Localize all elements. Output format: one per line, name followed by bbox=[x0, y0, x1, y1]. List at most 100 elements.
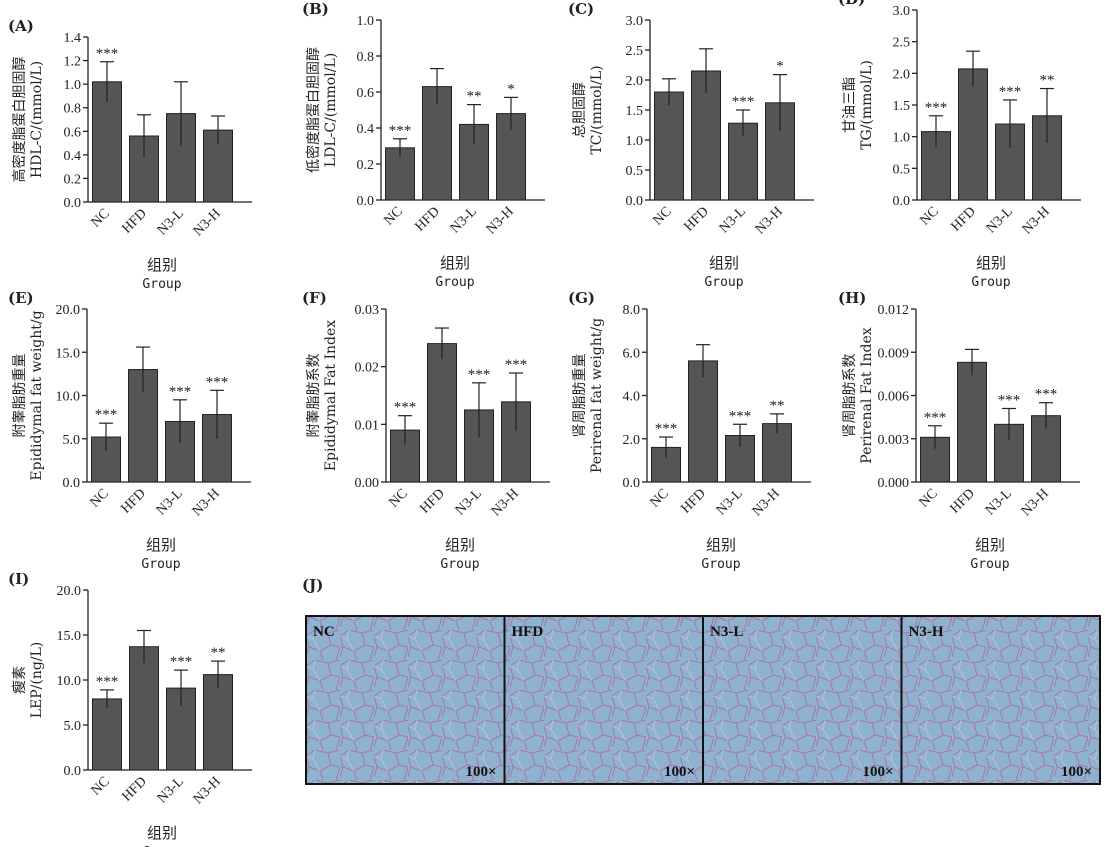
y-tick-label: 1.5 bbox=[893, 99, 911, 114]
y-tick-label: 0.8 bbox=[64, 102, 82, 117]
bar-n3-h bbox=[501, 401, 531, 483]
category-label: NC bbox=[381, 204, 405, 228]
x-axis-title-en: Group bbox=[141, 557, 180, 572]
significance-marker: *** bbox=[505, 357, 528, 373]
y-tick-label: 0.2 bbox=[357, 158, 375, 173]
y-tick-label: 0.6 bbox=[357, 86, 375, 101]
adipocyte-tissue bbox=[504, 616, 703, 784]
y-tick-label: 2.0 bbox=[623, 433, 641, 448]
y-tick-label: 0.000 bbox=[878, 476, 910, 491]
y-tick-label: 0.0 bbox=[626, 194, 644, 209]
y-tick-label: 0.02 bbox=[355, 361, 380, 376]
chart-panel-b: (B) 0.0 0.2 0.4 0.6 0.8 1.0 *** NC HFD ** N3-L * N3-H… bbox=[302, 0, 545, 290]
y-axis-title-cn: 附睾脂肪重量 bbox=[12, 354, 28, 438]
category-label: HFD bbox=[681, 204, 711, 234]
bar-n3-h bbox=[1031, 415, 1061, 483]
category-label: N3-H bbox=[191, 206, 224, 239]
y-axis-title-en: TG/(mmol/L) bbox=[859, 60, 875, 150]
bar-n3-h bbox=[203, 674, 233, 771]
panel-label: (C) bbox=[568, 0, 594, 18]
y-tick-label: 2.5 bbox=[626, 44, 644, 59]
bar-hfd bbox=[427, 343, 457, 483]
category-label: HFD bbox=[119, 206, 149, 236]
x-axis-title-cn: 组别 bbox=[976, 254, 1006, 272]
y-tick-label: 3.0 bbox=[626, 14, 644, 29]
significance-marker: *** bbox=[1035, 387, 1058, 403]
y-tick-label: 0.0 bbox=[64, 196, 82, 211]
histology-image-n3-l: N3-L 100× bbox=[702, 616, 902, 784]
adipocyte-tissue bbox=[306, 616, 505, 784]
significance-marker: *** bbox=[999, 84, 1022, 100]
category-label: HFD bbox=[412, 204, 442, 234]
significance-marker: ** bbox=[211, 645, 226, 661]
y-axis-title-cn: 附睾脂肪系数 bbox=[306, 354, 322, 438]
category-label: NC bbox=[650, 204, 674, 228]
x-axis-title-cn: 组别 bbox=[975, 536, 1005, 554]
significance-marker: *** bbox=[170, 654, 193, 670]
y-tick-label: 10.0 bbox=[57, 674, 82, 689]
panel-label: (B) bbox=[302, 0, 329, 18]
y-axis-title-en: LEP/(ng/L) bbox=[29, 642, 45, 719]
significance-marker: ** bbox=[1040, 73, 1055, 89]
category-label: NC bbox=[647, 486, 671, 510]
y-axis-title-en: Perirenal Fat Index bbox=[859, 327, 875, 463]
y-tick-label: 0.5 bbox=[626, 164, 644, 179]
category-label: NC bbox=[386, 486, 410, 510]
category-label: N3-L bbox=[448, 204, 480, 236]
y-axis-title-cn: 肾周脂肪系数 bbox=[842, 354, 858, 438]
y-tick-label: 0.8 bbox=[357, 50, 375, 65]
x-axis-title-en: Group bbox=[701, 557, 740, 572]
category-label: N3-L bbox=[155, 206, 187, 238]
category-label: N3-L bbox=[453, 486, 485, 518]
significance-marker: ** bbox=[467, 89, 482, 105]
y-axis-title-cn: 肾周脂肪重量 bbox=[572, 354, 588, 438]
y-axis-title-cn: 甘油三酯 bbox=[842, 77, 858, 133]
category-label: N3-H bbox=[750, 486, 783, 519]
histology-group-label: N3-L bbox=[710, 624, 743, 640]
category-label: N3-H bbox=[484, 204, 517, 237]
x-axis-title-cn: 组别 bbox=[445, 536, 475, 554]
y-axis-title-cn: 瘦素 bbox=[11, 666, 28, 694]
adipocyte-tissue bbox=[901, 616, 1100, 784]
chart-panel-d: (D) 0.0 0.5 1.0 1.5 2.0 2.5 3.0 *** NC HFD *** N3-L *… bbox=[838, 0, 1081, 290]
chart-panel-c: (C) 0.0 0.5 1.0 1.5 2.0 2.5 3.0 NC HFD *** N3-L * N3-… bbox=[568, 0, 814, 290]
y-tick-label: 0.5 bbox=[893, 162, 911, 177]
y-axis-title-cn: 高密度脂蛋白胆固醇 bbox=[11, 57, 28, 183]
y-tick-label: 0.0 bbox=[64, 764, 82, 779]
y-tick-label: 0.012 bbox=[878, 303, 910, 318]
y-tick-label: 1.0 bbox=[64, 78, 82, 93]
category-label: NC bbox=[87, 486, 111, 510]
category-label: N3-L bbox=[714, 486, 746, 518]
category-label: N3-L bbox=[983, 486, 1015, 518]
category-label: HFD bbox=[118, 486, 148, 516]
category-label: N3-H bbox=[1020, 204, 1053, 237]
y-tick-label: 0.003 bbox=[878, 433, 910, 448]
significance-marker: *** bbox=[95, 407, 118, 423]
y-axis-title-en: Perirenal fat weight/g bbox=[589, 318, 605, 473]
bar-hfd bbox=[688, 360, 718, 483]
x-axis-title-en: Group bbox=[435, 275, 474, 290]
significance-marker: *** bbox=[468, 367, 491, 383]
y-tick-label: 5.0 bbox=[64, 719, 82, 734]
category-label: HFD bbox=[119, 774, 149, 804]
category-label: HFD bbox=[947, 486, 977, 516]
panel-label: (H) bbox=[838, 289, 866, 307]
y-tick-label: 0.03 bbox=[355, 303, 380, 318]
panel-label: (D) bbox=[838, 0, 865, 8]
y-tick-label: 0.0 bbox=[893, 194, 911, 209]
x-axis-title-en: Group bbox=[970, 557, 1009, 572]
category-label: HFD bbox=[417, 486, 447, 516]
x-axis-title-en: Group bbox=[971, 275, 1010, 290]
significance-marker: *** bbox=[169, 384, 192, 400]
y-tick-label: 0.00 bbox=[355, 476, 380, 491]
y-axis-title-en: TC/(mmol/L) bbox=[589, 65, 605, 154]
bar-hfd bbox=[957, 361, 987, 483]
y-tick-label: 6.0 bbox=[623, 346, 641, 361]
x-axis-title-en: Group bbox=[704, 275, 743, 290]
magnification-label: 100× bbox=[465, 764, 496, 780]
x-axis-title-cn: 组别 bbox=[440, 254, 470, 272]
y-tick-label: 1.2 bbox=[64, 55, 82, 70]
significance-marker: *** bbox=[96, 46, 119, 62]
significance-marker: *** bbox=[732, 94, 755, 110]
panel-label: (F) bbox=[302, 289, 327, 307]
